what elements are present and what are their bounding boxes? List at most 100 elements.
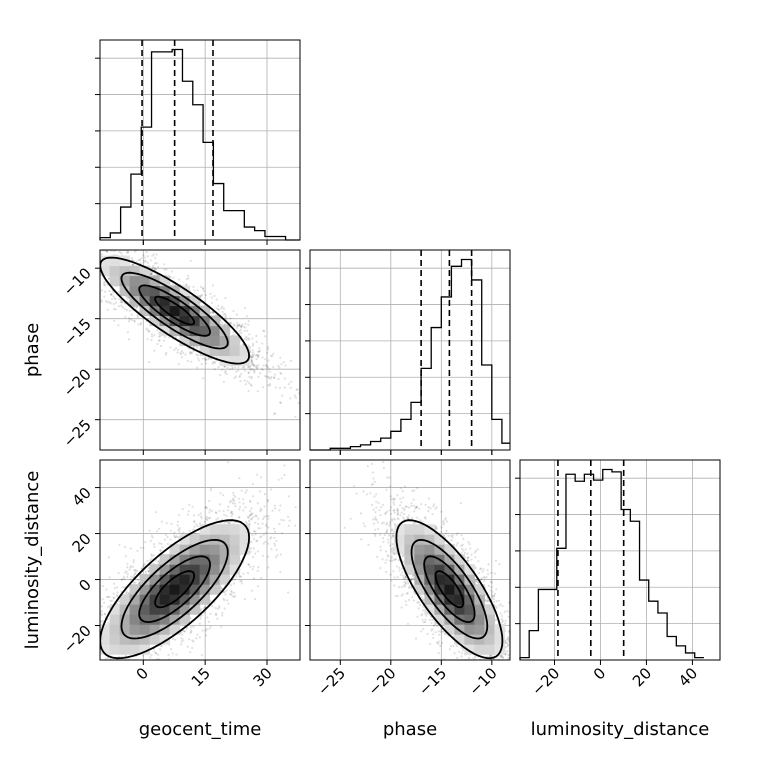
sample-point — [74, 669, 76, 671]
sample-point — [154, 256, 157, 259]
sample-point — [112, 250, 115, 253]
sample-point — [106, 680, 108, 682]
sample-point — [257, 527, 260, 530]
sample-point — [97, 647, 99, 649]
sample-point — [156, 664, 158, 666]
sample-point — [74, 247, 76, 249]
sample-point — [120, 252, 123, 255]
sample-point — [278, 509, 281, 512]
sample-point — [256, 353, 259, 356]
sample-point — [119, 674, 121, 676]
density-cell — [159, 325, 171, 337]
sample-point — [90, 623, 92, 625]
sample-point — [231, 512, 234, 516]
sample-point — [246, 329, 249, 332]
sample-point — [136, 549, 139, 552]
sample-point — [257, 375, 260, 378]
sample-point — [143, 259, 146, 262]
sample-point — [251, 568, 254, 571]
sample-point — [270, 548, 273, 551]
sample-point — [175, 653, 178, 656]
sample-point — [155, 268, 158, 271]
sample-point — [106, 308, 109, 311]
sample-point — [274, 386, 277, 389]
sample-point — [238, 508, 241, 511]
panel-background — [310, 250, 510, 450]
density-cell — [129, 285, 141, 297]
density-cell — [149, 315, 161, 327]
sample-point — [204, 294, 207, 297]
density-cell — [239, 355, 251, 367]
sample-point — [101, 598, 104, 601]
sample-point — [90, 251, 92, 253]
sample-point — [107, 656, 110, 660]
sample-point — [192, 514, 196, 517]
sample-point — [139, 259, 142, 262]
sample-point — [68, 234, 70, 236]
sample-point — [50, 257, 52, 259]
sample-point — [77, 244, 79, 246]
y-axis-label-phase: phase — [22, 323, 43, 377]
sample-point — [234, 366, 237, 369]
sample-point — [202, 607, 205, 610]
sample-point — [135, 569, 138, 573]
sample-point — [262, 533, 265, 536]
sample-point — [274, 556, 278, 559]
sample-point — [71, 241, 73, 243]
sample-point — [273, 542, 276, 545]
sample-point — [124, 687, 126, 689]
sample-point — [267, 566, 270, 569]
sample-point — [125, 592, 128, 595]
density-cell — [119, 265, 131, 277]
sample-point — [131, 256, 134, 260]
sample-point — [84, 678, 86, 680]
sample-point — [136, 305, 139, 308]
sample-point — [103, 295, 106, 298]
sample-point — [106, 250, 109, 253]
sample-point — [117, 324, 120, 327]
sample-point — [128, 568, 131, 571]
density-contour — [154, 295, 195, 326]
sample-point — [40, 657, 42, 659]
sample-point — [95, 650, 97, 652]
sample-point — [270, 488, 273, 491]
sample-point — [145, 260, 148, 263]
sample-point — [66, 248, 68, 250]
sample-point — [150, 335, 154, 338]
sample-point — [125, 591, 128, 594]
sample-point — [231, 594, 234, 598]
sample-point — [126, 251, 129, 254]
sample-point — [245, 489, 248, 492]
density-cell — [169, 315, 181, 327]
sample-point — [177, 678, 179, 680]
sample-point — [223, 591, 226, 594]
sample-point — [97, 257, 99, 259]
sample-point — [112, 582, 116, 585]
sample-point — [242, 572, 245, 575]
sample-point — [282, 361, 285, 364]
sample-point — [58, 221, 60, 223]
sample-point — [256, 502, 259, 505]
sample-point — [127, 296, 131, 299]
sample-point — [181, 508, 184, 511]
sample-point — [95, 261, 97, 263]
sample-point — [61, 655, 63, 657]
sample-point — [87, 622, 89, 624]
sample-point — [228, 321, 231, 324]
sample-point — [62, 674, 64, 676]
sample-point — [240, 326, 243, 329]
sample-point — [146, 255, 149, 258]
sample-point — [111, 674, 113, 676]
sample-point — [236, 324, 239, 327]
sample-point — [173, 348, 176, 352]
sample-point — [146, 559, 149, 563]
sample-point — [280, 518, 283, 522]
sample-point — [243, 369, 246, 372]
sample-point — [159, 549, 162, 553]
density-cell — [100, 255, 111, 267]
sample-point — [240, 575, 243, 578]
sample-point — [233, 591, 236, 595]
sample-point — [267, 526, 270, 529]
sample-point — [110, 293, 113, 296]
sample-point — [261, 522, 264, 525]
